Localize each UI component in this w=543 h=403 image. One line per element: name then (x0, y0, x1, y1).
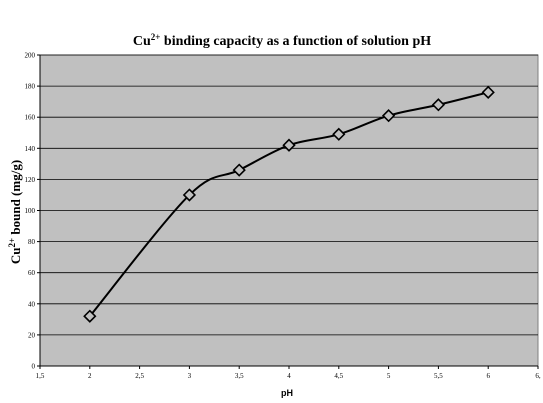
data-line (89, 91, 489, 317)
chart-title: Cu2+ binding capacity as a function of s… (133, 32, 431, 49)
marker (381, 109, 396, 123)
y-tick-label: 40 (28, 300, 36, 308)
x-tick-label: 4,5 (334, 372, 343, 380)
x-tick-label: 6 (486, 372, 490, 380)
y-tick-label: 200 (25, 52, 36, 60)
marker (481, 85, 495, 99)
x-tick-label: 3,5 (235, 372, 244, 380)
x-tick-label: 5,5 (434, 372, 443, 380)
x-tick-label: 3 (188, 372, 192, 380)
y-tick-label: 60 (28, 269, 36, 277)
marker (332, 127, 346, 141)
x-tick-label: 1,5 (36, 372, 45, 380)
x-tick-label: 2 (88, 372, 92, 380)
marker (431, 98, 446, 112)
marker (83, 309, 97, 323)
marker (182, 188, 197, 202)
y-tick-label: 180 (25, 83, 36, 91)
y-tick-label: 140 (25, 145, 36, 153)
ylabel-rest: bound (mg/g) (8, 160, 23, 238)
y-tick-label: 0 (32, 363, 36, 371)
title-sup: 2+ (151, 32, 161, 42)
x-tick-label: 2,5 (135, 372, 144, 380)
ylabel-base: Cu (8, 248, 23, 265)
x-tick-label: 4 (287, 372, 291, 380)
title-base: Cu (133, 34, 151, 49)
x-axis-label: pH (281, 388, 293, 398)
title-rest: binding capacity as a function of soluti… (160, 34, 431, 49)
y-axis-label: Cu2+ bound (mg/g) (7, 160, 23, 264)
y-tick-label: 120 (25, 176, 36, 184)
marker (282, 138, 296, 152)
y-tick-label: 20 (28, 331, 36, 339)
y-tick-label: 160 (25, 114, 36, 122)
y-tick-label: 100 (25, 207, 36, 215)
marker (232, 163, 246, 177)
x-tick-label: 5 (387, 372, 391, 380)
x-tick-label: 6, (535, 372, 541, 380)
ylabel-sup: 2+ (7, 238, 17, 248)
y-tick-label: 80 (28, 238, 36, 246)
